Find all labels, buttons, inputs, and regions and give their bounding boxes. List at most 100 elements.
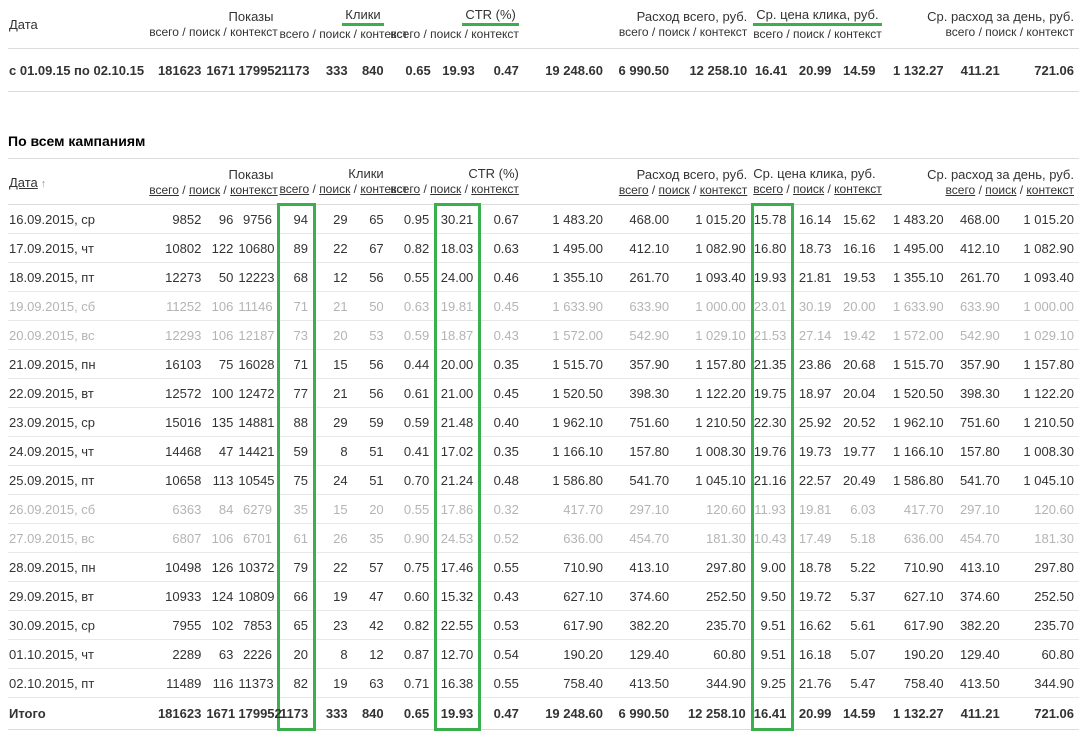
sub-link-context[interactable]: контекст bbox=[360, 182, 408, 196]
group-label: CTR (%) bbox=[390, 7, 519, 26]
metric-cell-impressions-context: 10372 bbox=[238, 552, 279, 582]
sub-link-search[interactable]: поиск bbox=[793, 182, 825, 196]
metric-cell-ctr-total: 0.65 bbox=[388, 697, 436, 730]
metric-cell-avg-daily-cost-context: 1 000.00 bbox=[1004, 291, 1079, 321]
metric-cell-avg-cpc-search: 20.99 bbox=[792, 697, 837, 730]
sub-link-total[interactable]: всего bbox=[753, 182, 783, 196]
metric-cell-ctr-search: 18.87 bbox=[434, 320, 482, 350]
metric-cell-impressions-context: 14881 bbox=[238, 407, 279, 437]
metric-cell-cost-context: 235.70 bbox=[674, 610, 753, 640]
metric-cell-ctr-search: 22.55 bbox=[434, 610, 482, 640]
metric-cell-avg-daily-cost-context: 181.30 bbox=[1004, 523, 1079, 553]
sub-link-context[interactable]: контекст bbox=[230, 182, 278, 197]
metric-cell-avg-daily-cost-total: 1 355.10 bbox=[880, 262, 949, 292]
metric-cell-impressions-search: 100 bbox=[206, 378, 239, 408]
metric-cell-avg-cpc-context: 20.52 bbox=[836, 407, 881, 437]
metric-cell-clicks-context: 42 bbox=[352, 610, 389, 640]
metric-cell-cost-search: 6 990.50 bbox=[608, 697, 675, 730]
sub-link-total[interactable]: всего bbox=[149, 182, 179, 197]
metric-cell-avg-daily-cost-total: 417.70 bbox=[880, 494, 949, 524]
sub-link-context[interactable]: контекст bbox=[699, 182, 748, 197]
column-group-avg-cpc: Ср. цена клика, руб. всего / поиск / конт… bbox=[752, 0, 882, 49]
sub-link-context[interactable]: контекст bbox=[834, 182, 882, 196]
sub-link-search[interactable]: поиск bbox=[985, 182, 1017, 197]
group-sublabels: всего / поиск / контекст bbox=[390, 27, 519, 41]
group-label: Ср. расход за день, руб. bbox=[927, 9, 1074, 24]
metric-cell-avg-cpc-search: 16.62 bbox=[792, 610, 837, 640]
metric-cell-clicks-total: 94 bbox=[276, 203, 317, 234]
sub-link-total[interactable]: всего bbox=[390, 182, 421, 196]
metric-cell-cost-total: 1 586.80 bbox=[523, 465, 609, 495]
date-cell: 21.09.2015, пн bbox=[8, 349, 149, 379]
sub-link-total[interactable]: всего bbox=[618, 182, 649, 197]
metric-cell-ctr-context: 0.53 bbox=[479, 610, 524, 640]
metric-cell-ctr-total: 0.95 bbox=[403, 211, 430, 227]
metric-cell-impressions-context: 6279 bbox=[238, 494, 279, 524]
sub-link-total[interactable]: всего bbox=[945, 182, 976, 197]
column-group-clicks: Клики всего / поиск / контекст bbox=[278, 0, 408, 49]
column-group-avg-cpc: Ср. цена клика, руб. всего / поиск / конт… bbox=[752, 159, 882, 205]
metric-cell-cost-context: 344.90 bbox=[674, 668, 753, 698]
date-column-label[interactable]: Дата bbox=[9, 174, 38, 190]
metric-cell-impressions-total: 6807 bbox=[148, 523, 207, 553]
metric-cell-avg-cpc-total: 23.01 bbox=[750, 291, 794, 321]
metric-cell-impressions-context: 10809 bbox=[238, 581, 279, 611]
metric-cell-avg-cpc-total: 9.00 bbox=[750, 552, 794, 582]
sub-link-context[interactable]: контекст bbox=[1026, 182, 1074, 197]
totals-row: Итого 181623 1671 179952 1173 333 840 0.65 19.93… bbox=[8, 697, 1079, 731]
group-sublabels: всего / поиск / контекст bbox=[149, 182, 278, 197]
metric-cell-impressions-total: 12293 bbox=[148, 320, 207, 350]
table-row: 02.10.2015, пт 11489 116 11373 82 19 63 0.71 16.… bbox=[8, 668, 1079, 698]
sub-link-search[interactable]: поиск bbox=[430, 182, 462, 196]
sub-link-context[interactable]: контекст bbox=[471, 182, 519, 196]
table-row: 26.09.2015, сб 6363 84 6279 35 15 20 0.55 17.86 0… bbox=[8, 494, 1079, 524]
metric-cell-ctr-context: 0.55 bbox=[479, 552, 524, 582]
metric-cell-ctr-search: 19.81 bbox=[434, 291, 482, 321]
metric-cell-cost-total: 417.70 bbox=[523, 494, 609, 524]
metric-cell-clicks-search: 12 bbox=[314, 262, 353, 292]
metric-cell-ctr-search: 24.53 bbox=[434, 523, 482, 553]
sub-link-search: поиск bbox=[430, 27, 462, 41]
metric-cell-avg-cpc-search: 25.92 bbox=[792, 407, 837, 437]
column-header-date: Дата ↑ bbox=[8, 159, 149, 205]
column-group-cost: Расход всего, руб. всего / поиск / контек… bbox=[523, 159, 753, 205]
metric-cell-clicks-search: 26 bbox=[314, 523, 353, 553]
metric-cell-clicks-total: 71 bbox=[276, 349, 317, 379]
date-cell: 26.09.2015, сб bbox=[8, 494, 149, 524]
date-cell: 16.09.2015, ср bbox=[9, 211, 96, 227]
metric-cell-clicks-search: 333 bbox=[314, 48, 353, 92]
metric-cell-impressions-total: 16103 bbox=[148, 349, 207, 379]
table-row: 28.09.2015, пн 10498 126 10372 79 22 57 0.75 17.… bbox=[8, 552, 1079, 582]
metric-cell-cost-context: 12 258.10 bbox=[674, 48, 753, 92]
metric-cell-avg-cpc-context: 16.16 bbox=[836, 233, 881, 263]
metric-cell-avg-cpc-search: 18.78 bbox=[792, 552, 837, 582]
sub-link-search[interactable]: поиск bbox=[188, 182, 221, 197]
metric-cell-impressions-context: 12472 bbox=[238, 378, 279, 408]
sub-link-total[interactable]: всего bbox=[279, 182, 310, 196]
metric-cell-clicks-total: 75 bbox=[276, 465, 317, 495]
metric-cell-avg-daily-cost-total: 1 132.27 bbox=[880, 48, 949, 92]
group-label: Расход всего, руб. bbox=[636, 9, 748, 24]
sub-link-search[interactable]: поиск bbox=[658, 182, 690, 197]
metric-cell-ctr-total: 0.63 bbox=[388, 291, 436, 321]
metric-cell-avg-cpc-search: 19.73 bbox=[792, 436, 837, 466]
metric-cell-ctr-search: 21.48 bbox=[434, 407, 482, 437]
metric-cell-impressions-search: 63 bbox=[206, 639, 239, 669]
sub-link-total: всего bbox=[618, 25, 649, 39]
section-title: По всем кампаниям bbox=[8, 123, 1079, 159]
group-sublabels: всего / поиск / контекст bbox=[945, 182, 1074, 197]
metric-cell-cost-total: 1 355.10 bbox=[523, 262, 609, 292]
metric-cell-avg-daily-cost-context: 1 122.20 bbox=[1004, 378, 1079, 408]
metric-cell-avg-cpc-search: 19.81 bbox=[792, 494, 837, 524]
metric-cell-impressions-search: 50 bbox=[206, 262, 239, 292]
metric-cell-ctr-total: 0.65 bbox=[388, 48, 436, 92]
metric-cell-cost-search: 261.70 bbox=[608, 262, 675, 292]
metric-cell-cost-search: 157.80 bbox=[608, 436, 675, 466]
sub-link-search[interactable]: поиск bbox=[319, 182, 351, 196]
group-label: Ср. цена клика, руб. bbox=[753, 166, 876, 181]
metric-cell-impressions-total: 6363 bbox=[148, 494, 207, 524]
metric-cell-cost-search: 6 990.50 bbox=[608, 48, 675, 92]
metric-cell-ctr-context: 0.63 bbox=[479, 233, 524, 263]
metric-cell-avg-cpc-context: 20.00 bbox=[836, 291, 881, 321]
metric-cell-avg-cpc-context: 5.37 bbox=[836, 581, 881, 611]
